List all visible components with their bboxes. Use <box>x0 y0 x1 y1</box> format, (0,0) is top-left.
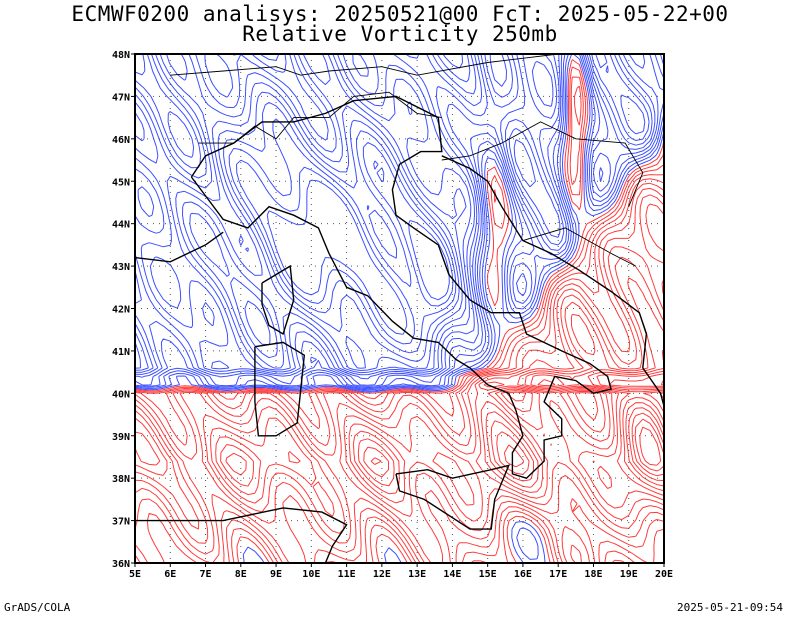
lon-tick-label: 12E <box>373 569 391 580</box>
lat-tick-label: 48N <box>112 50 130 61</box>
coastline-segment <box>190 95 612 479</box>
negative-contour <box>236 141 454 345</box>
lat-lon-grid <box>135 54 664 563</box>
border-segment <box>441 121 644 207</box>
lat-tick-label: 39N <box>112 432 130 443</box>
lat-tick-label: 40N <box>112 389 130 400</box>
negative-contour <box>135 54 646 376</box>
axis-ticks: 5E 6E 7E 8E 9E 10E 11E 12E 13E 14E 15E 16E 17E 18E 19E… <box>112 50 673 580</box>
lon-tick-label: 5E <box>129 569 141 580</box>
lon-tick-label: 16E <box>514 569 532 580</box>
lat-tick-label: 43N <box>112 262 130 273</box>
positive-contour <box>135 85 664 563</box>
negative-contour <box>135 54 664 387</box>
coastline-segment <box>441 155 664 407</box>
border-segment <box>170 54 559 76</box>
lat-tick-label: 36N <box>112 559 130 570</box>
lon-tick-label: 6E <box>164 569 176 580</box>
lat-tick-label: 47N <box>112 92 130 103</box>
coastline-segment <box>135 507 348 563</box>
negative-contour <box>135 54 664 388</box>
lat-tick-label: 42N <box>112 305 130 316</box>
positive-contour <box>370 370 664 481</box>
positive-contour <box>135 178 664 563</box>
coastline-segment <box>254 341 306 437</box>
border-segment <box>522 227 637 267</box>
positive-contour <box>135 59 664 563</box>
negative-contour <box>182 54 463 371</box>
border-segment <box>198 91 442 144</box>
negative-contour <box>266 160 450 335</box>
lat-tick-label: 37N <box>112 517 130 528</box>
lon-tick-label: 18E <box>584 569 602 580</box>
lon-tick-label: 11E <box>338 569 356 580</box>
lon-tick-label: 7E <box>200 569 212 580</box>
lat-tick-label: 41N <box>112 347 130 358</box>
negative-contour <box>135 54 650 380</box>
positive-contour <box>639 426 662 466</box>
positive-contour <box>135 182 664 563</box>
positive-contour <box>135 194 664 530</box>
negative-contour <box>228 118 457 354</box>
lon-tick-label: 8E <box>235 569 247 580</box>
positive-contour <box>135 66 664 563</box>
lon-tick-label: 15E <box>479 569 497 580</box>
map-title: ECMWF0200 analisys: 20250521@00 FcT: 202… <box>71 2 729 26</box>
coastline-segment <box>135 231 224 263</box>
lon-tick-label: 9E <box>270 569 282 580</box>
negative-contour <box>135 54 467 374</box>
software-credit: GrADS/COLA <box>4 601 71 614</box>
vorticity-contours <box>135 54 664 563</box>
lon-tick-label: 17E <box>549 569 567 580</box>
lat-tick-label: 46N <box>112 135 130 146</box>
negative-contour <box>135 54 664 563</box>
positive-contour <box>135 187 664 544</box>
lat-tick-label: 44N <box>112 220 130 231</box>
lon-tick-label: 20E <box>655 569 673 580</box>
coastline-segment <box>261 264 295 336</box>
generation-timestamp: 2025-05-21-09:54 <box>677 601 783 614</box>
negative-contour <box>135 54 664 390</box>
lon-tick-label: 10E <box>302 569 320 580</box>
negative-contour <box>135 54 664 560</box>
negative-contour <box>189 101 460 369</box>
coastline-segment <box>395 464 510 530</box>
map-subtitle: Relative Vorticity 250mb <box>242 22 558 46</box>
lon-tick-label: 14E <box>443 569 461 580</box>
negative-contour <box>135 54 664 386</box>
lat-tick-label: 38N <box>112 474 130 485</box>
positive-contour <box>135 76 664 563</box>
lon-tick-label: 19E <box>620 569 638 580</box>
lon-tick-label: 13E <box>408 569 426 580</box>
lat-tick-label: 45N <box>112 177 130 188</box>
coastlines <box>135 54 664 563</box>
